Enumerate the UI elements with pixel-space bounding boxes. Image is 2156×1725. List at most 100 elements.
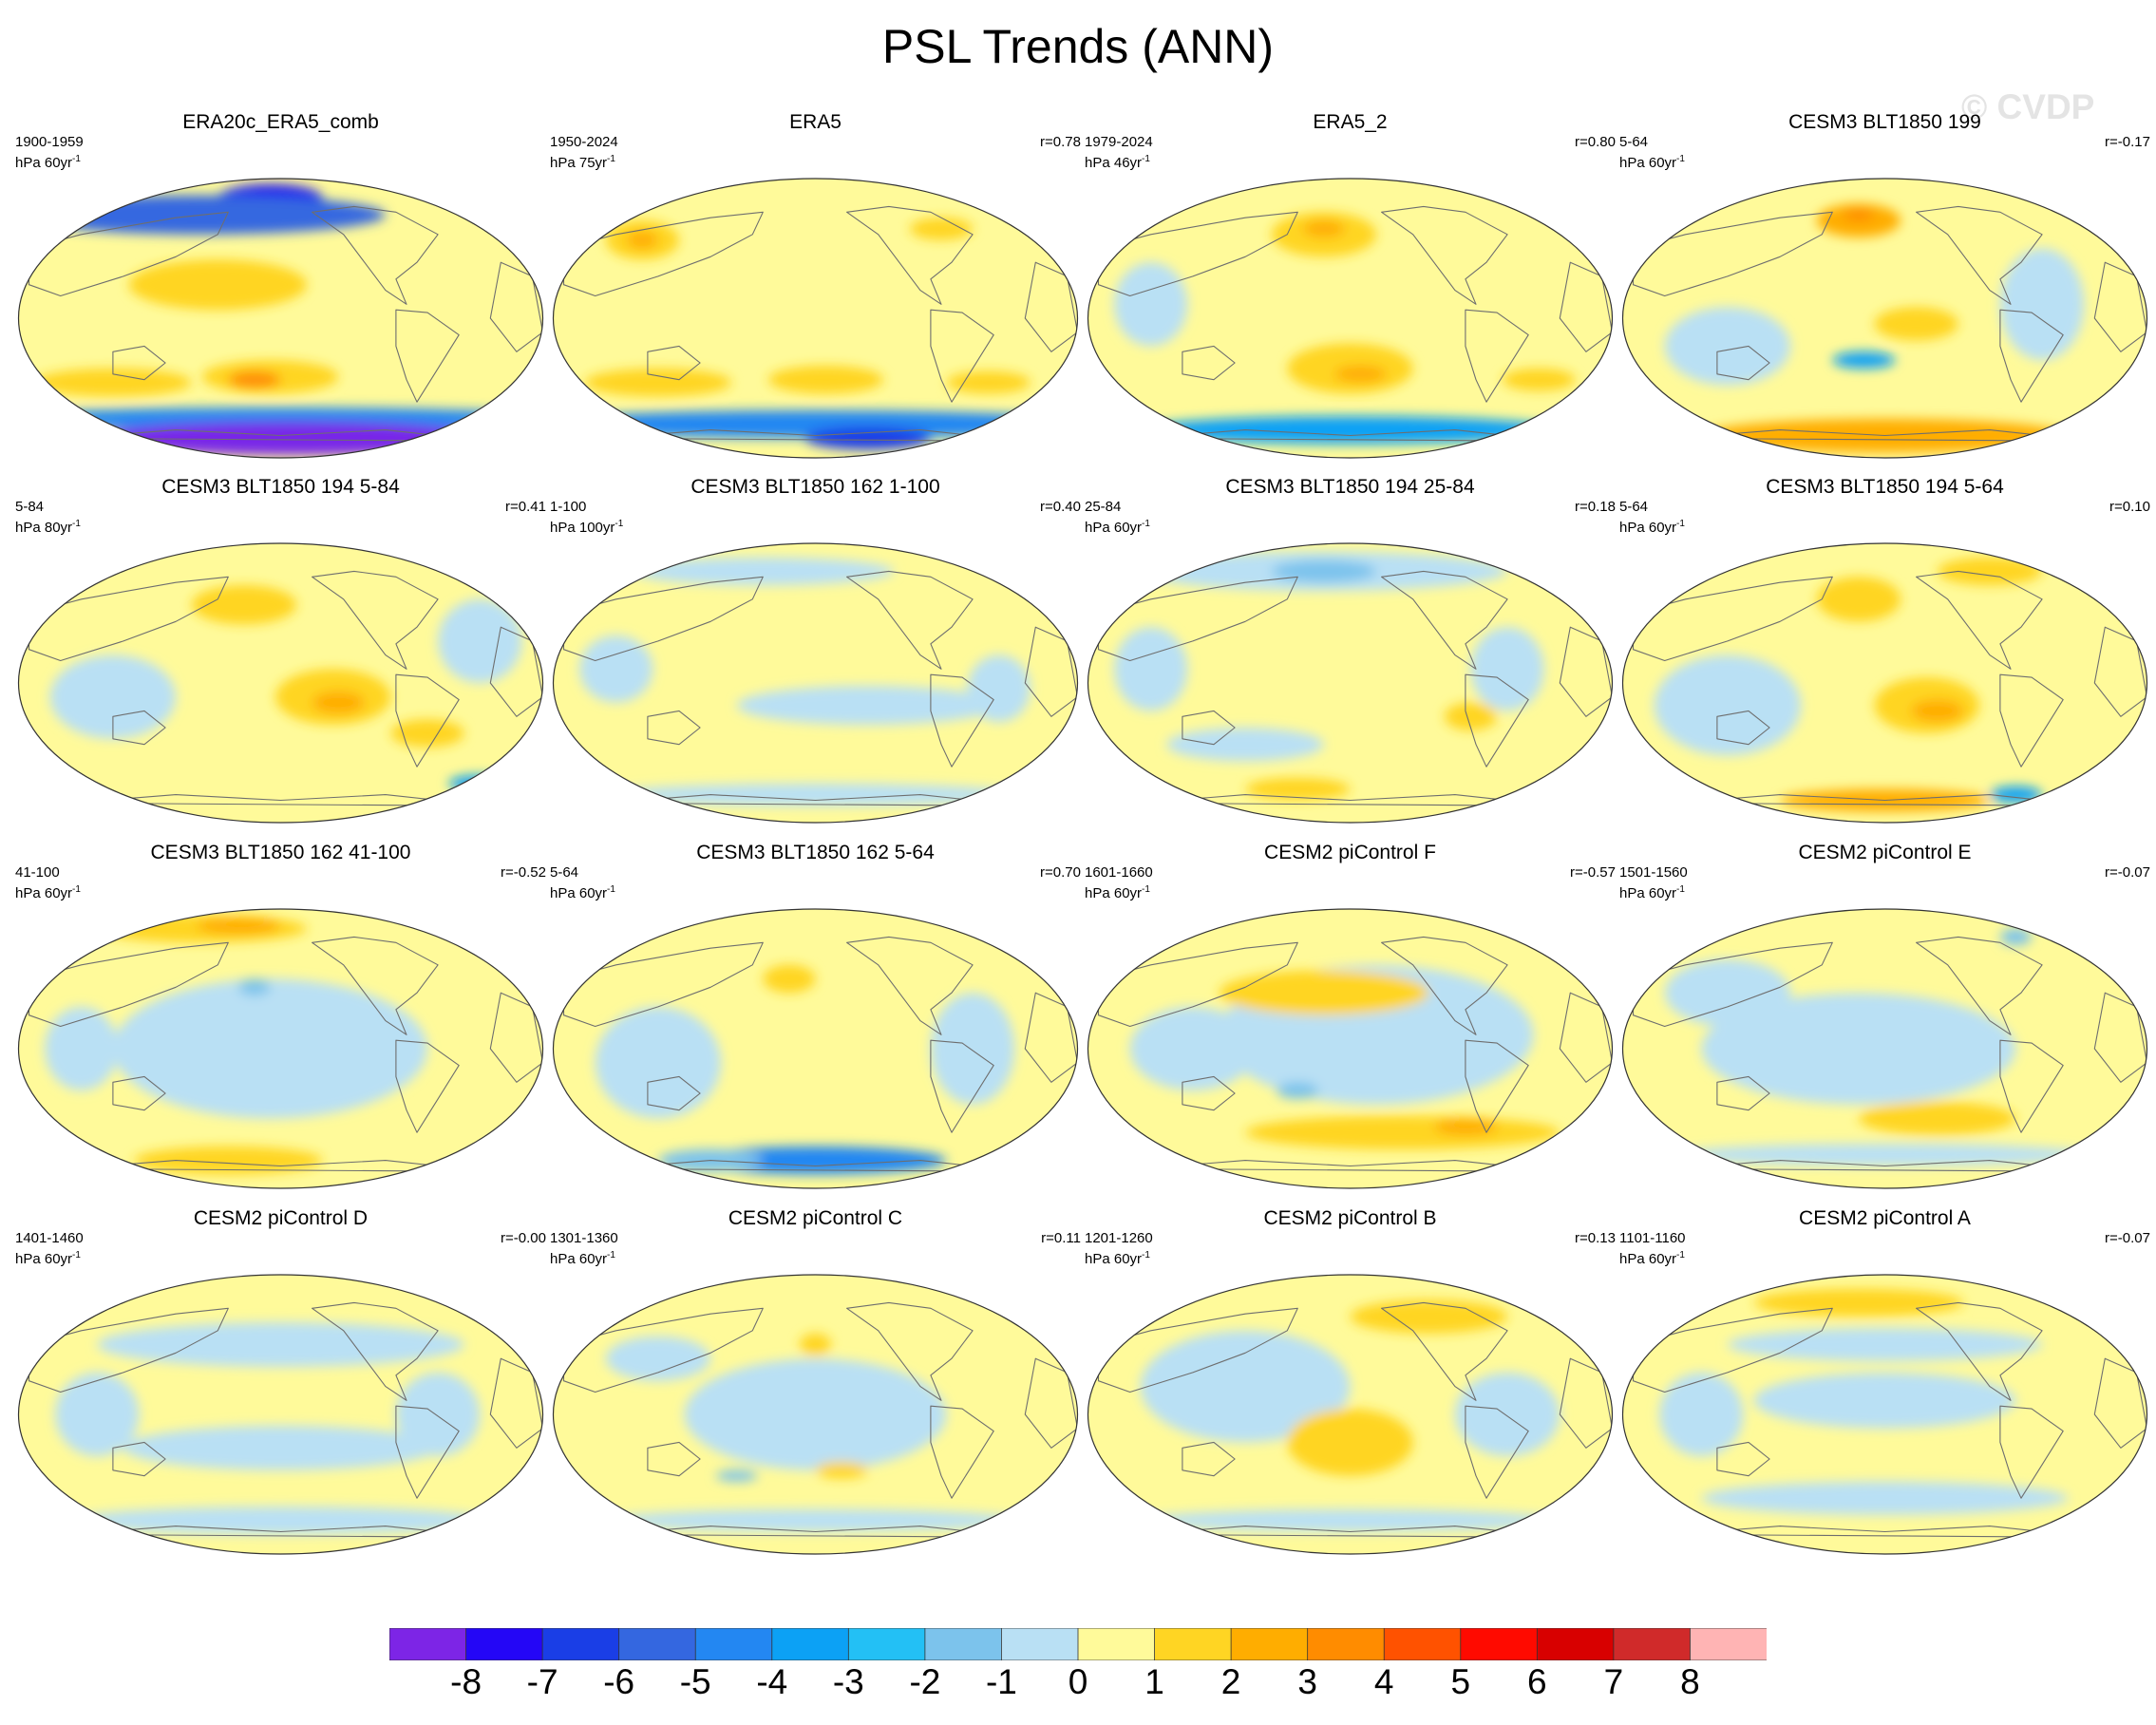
trend-region [55, 1372, 140, 1457]
trend-region [395, 1372, 481, 1457]
trend-region [1816, 203, 1901, 237]
coastline [1381, 205, 1508, 305]
trend-region [123, 1425, 439, 1470]
map-panel: CESM3 BLT1850 162 5-64 5-64 hPa 60yr-1 r=0.… [548, 842, 1083, 1207]
coastline [1999, 309, 2064, 403]
coastline [395, 309, 460, 403]
trend-region [1843, 209, 1875, 221]
coastline [312, 205, 439, 305]
coastline [1381, 570, 1508, 670]
coastline [1559, 992, 1613, 1083]
trend-region [763, 964, 816, 994]
panel-units: hPa 60yr-1 [550, 884, 615, 901]
coastline [562, 576, 764, 662]
trend-region [45, 1006, 119, 1091]
trend-region [767, 366, 884, 394]
panel-units: hPa 60yr-1 [1619, 1250, 1685, 1267]
coastline [489, 992, 543, 1083]
trend-region [967, 654, 1031, 723]
panel-years: 5-64 [1619, 134, 1649, 150]
trend-region [238, 978, 271, 996]
panel-years: 1101-1160 [1619, 1230, 1686, 1246]
colorbar-swatch [924, 1628, 1003, 1660]
coastline [1999, 673, 2064, 768]
map-plot [1087, 178, 1614, 459]
colorbar-swatch [389, 1628, 467, 1660]
panel-title: CESM3 BLT1850 199 [1788, 111, 1981, 133]
coastline [1097, 211, 1298, 297]
map-border [1087, 908, 1614, 1189]
panel-correlation: r=-0.57 [1570, 864, 1616, 881]
colorbar-swatch [1460, 1628, 1539, 1660]
coastline [1182, 1075, 1236, 1111]
panel-years: 1900-1959 [15, 134, 84, 150]
coastline [395, 673, 460, 768]
panel-correlation: r=0.18 [1575, 499, 1616, 515]
colorbar-swatch [1001, 1628, 1079, 1660]
trend-region [1659, 1372, 1744, 1457]
panel-units: hPa 60yr-1 [1619, 154, 1685, 171]
trend-region [1858, 1101, 2016, 1136]
map-panel: ERA5_2 1979-2024 hPa 46yr-1 r=0.80 [1083, 111, 1617, 477]
trend-region [626, 231, 658, 249]
map-border [552, 178, 1079, 459]
panel-correlation: r=0.10 [2109, 499, 2150, 515]
panel-title: CESM3 BLT1850 194 5-84 [161, 476, 400, 498]
colorbar-label: -4 [756, 1662, 788, 1701]
coastline [647, 1075, 701, 1111]
panel-title: CESM3 BLT1850 162 1-100 [690, 476, 940, 498]
trend-region [584, 368, 732, 397]
coastline [1716, 345, 1770, 381]
coastline [930, 309, 994, 403]
colorbar-swatch [771, 1628, 850, 1660]
trend-region [605, 783, 1026, 806]
map-plot [17, 1274, 544, 1555]
panel-title: CESM3 BLT1850 162 5-64 [696, 842, 935, 863]
coastline [312, 936, 439, 1035]
trend-region [191, 585, 297, 625]
trend-region [1654, 654, 1802, 756]
coastline [846, 936, 974, 1035]
panel-years: 1301-1360 [550, 1230, 618, 1246]
coastline [846, 205, 974, 305]
colorbar-swatch [1154, 1628, 1233, 1660]
coastline [28, 211, 229, 297]
panel-units: hPa 60yr-1 [1085, 1250, 1150, 1267]
map-plot [1621, 542, 2148, 824]
colorbar-swatch [1077, 1628, 1156, 1660]
panel-correlation: r=-0.07 [2105, 1230, 2150, 1246]
coastline [647, 1441, 701, 1477]
panel-units: hPa 60yr-1 [15, 154, 81, 171]
map-border [552, 542, 1079, 824]
trend-region [1832, 351, 1896, 369]
map-border [1621, 1274, 2148, 1555]
map-border [552, 1274, 1079, 1555]
map-border [17, 178, 544, 459]
trend-region [605, 1508, 1026, 1532]
trend-region [1433, 1118, 1497, 1136]
coastline [1381, 1301, 1508, 1401]
trend-region [1333, 366, 1388, 383]
map-panel: CESM2 piControl F 1601-1660 hPa 60yr-1 r=-0… [1083, 842, 1617, 1207]
map-border [17, 542, 544, 824]
coastline [1465, 673, 1529, 768]
colorbar-label: -2 [909, 1662, 941, 1701]
coastline [28, 1307, 229, 1393]
trend-region [1911, 699, 1964, 723]
panel-years: 5-84 [15, 499, 45, 515]
trend-region [815, 1462, 868, 1479]
map-border [552, 908, 1079, 1189]
panel-title: CESM2 piControl C [728, 1207, 903, 1229]
map-panel: CESM2 piControl A 1101-1160 hPa 60yr-1 r=-0… [1617, 1207, 2152, 1573]
map-panel: CESM3 BLT1850 162 1-100 1-100 hPa 100yr-1 r… [548, 476, 1083, 842]
trend-region [736, 685, 999, 726]
map-plot [552, 178, 1079, 459]
trend-region [1727, 1327, 2043, 1362]
trend-region [684, 1358, 947, 1470]
trend-region [1287, 1409, 1413, 1476]
panel-units: hPa 60yr-1 [1619, 519, 1685, 536]
colorbar-label: 4 [1373, 1662, 1394, 1701]
colorbar-label: 7 [1603, 1662, 1624, 1701]
trend-region [448, 775, 512, 792]
colorbar-label: 8 [1680, 1662, 1700, 1701]
